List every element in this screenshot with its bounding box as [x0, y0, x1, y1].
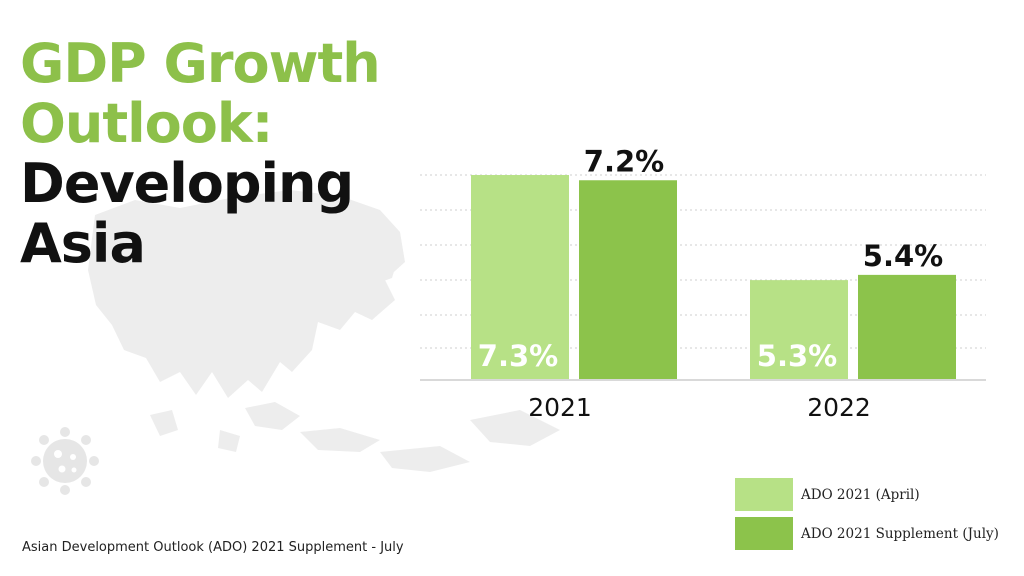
- title-line-3: Developing: [20, 152, 354, 215]
- data-labels: 7.3% 7.2% 5.3% 5.4%: [478, 144, 943, 373]
- x-tick-labels: 2021 2022: [528, 393, 871, 422]
- legend-swatch-dark-green: [735, 517, 793, 550]
- bars: [471, 175, 956, 380]
- x-tick-label-2021: 2021: [528, 393, 592, 422]
- data-label-april-2021: 7.3%: [478, 339, 558, 373]
- chart-title: GDP Growth Outlook: Developing Asia: [20, 32, 381, 275]
- title-line-2: Outlook:: [20, 92, 273, 155]
- legend-label: ADO 2021 (April): [801, 486, 920, 503]
- source-footnote: Asian Development Outlook (ADO) 2021 Sup…: [22, 540, 404, 555]
- data-label-july-2021: 7.2%: [584, 144, 664, 178]
- legend: ADO 2021 (April) ADO 2021 Supplement (Ju…: [735, 478, 999, 556]
- title-line-1: GDP Growth: [20, 32, 381, 95]
- legend-item-april: ADO 2021 (April): [735, 478, 999, 511]
- bar-july-2021: [579, 180, 677, 380]
- legend-swatch-light-green: [735, 478, 793, 511]
- bar-april-2022: [750, 280, 848, 380]
- bar-july-2022: [858, 274, 956, 380]
- data-label-july-2022: 5.4%: [863, 239, 943, 273]
- data-label-april-2022: 5.3%: [757, 339, 837, 373]
- x-tick-label-2022: 2022: [807, 393, 871, 422]
- legend-label: ADO 2021 Supplement (July): [801, 525, 999, 542]
- virus-icon: [31, 427, 99, 495]
- title-line-4: Asia: [20, 212, 146, 275]
- legend-item-july: ADO 2021 Supplement (July): [735, 517, 999, 550]
- bar-april-2021: [471, 175, 569, 380]
